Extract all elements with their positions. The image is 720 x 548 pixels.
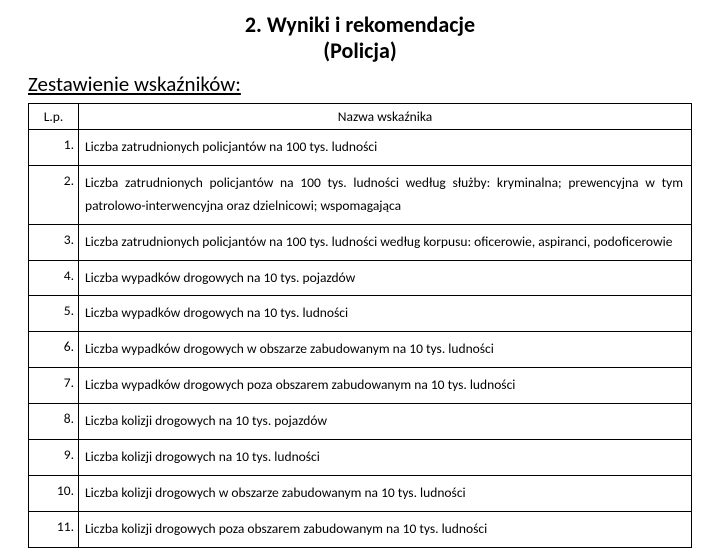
cell-indicator-name: Liczba kolizji drogowych na 10 tys. ludn…: [79, 440, 692, 476]
table-row: 9.Liczba kolizji drogowych na 10 tys. lu…: [29, 440, 692, 476]
table-row: 2.Liczba zatrudnionych policjantów na 10…: [29, 165, 692, 224]
table-row: 1.Liczba zatrudnionych policjantów na 10…: [29, 129, 692, 165]
cell-lp: 8.: [29, 404, 79, 440]
cell-indicator-name: Liczba wypadków drogowych poza obszarem …: [79, 368, 692, 404]
cell-lp: 5.: [29, 296, 79, 332]
cell-indicator-name: Liczba wypadków drogowych na 10 tys. lud…: [79, 296, 692, 332]
heading-line-2: (Policja): [28, 38, 692, 64]
heading-line-1: 2. Wyniki i rekomendacje: [28, 12, 692, 38]
cell-indicator-name: Liczba zatrudnionych policjantów na 100 …: [79, 165, 692, 224]
table-row: 4.Liczba wypadków drogowych na 10 tys. p…: [29, 260, 692, 296]
cell-lp: 9.: [29, 440, 79, 476]
cell-indicator-name: Liczba wypadków drogowych na 10 tys. poj…: [79, 260, 692, 296]
cell-indicator-name: Liczba kolizji drogowych w obszarze zabu…: [79, 476, 692, 512]
indicators-table: L.p. Nazwa wskaźnika 1.Liczba zatrudnion…: [28, 103, 692, 548]
cell-lp: 2.: [29, 165, 79, 224]
cell-indicator-name: Liczba wypadków drogowych w obszarze zab…: [79, 332, 692, 368]
cell-lp: 10.: [29, 476, 79, 512]
table-header-row: L.p. Nazwa wskaźnika: [29, 103, 692, 129]
table-row: 10.Liczba kolizji drogowych w obszarze z…: [29, 476, 692, 512]
cell-lp: 11.: [29, 512, 79, 548]
cell-lp: 6.: [29, 332, 79, 368]
cell-indicator-name: Liczba zatrudnionych policjantów na 100 …: [79, 129, 692, 165]
table-row: 3.Liczba zatrudnionych policjantów na 10…: [29, 224, 692, 260]
subtitle: Zestawienie wskaźników:: [28, 71, 692, 97]
col-header-name: Nazwa wskaźnika: [79, 103, 692, 129]
table-row: 5.Liczba wypadków drogowych na 10 tys. l…: [29, 296, 692, 332]
cell-lp: 1.: [29, 129, 79, 165]
cell-lp: 4.: [29, 260, 79, 296]
cell-indicator-name: Liczba kolizji drogowych na 10 tys. poja…: [79, 404, 692, 440]
table-row: 7.Liczba wypadków drogowych poza obszare…: [29, 368, 692, 404]
table-row: 8.Liczba kolizji drogowych na 10 tys. po…: [29, 404, 692, 440]
cell-indicator-name: Liczba zatrudnionych policjantów na 100 …: [79, 224, 692, 260]
section-heading: 2. Wyniki i rekomendacje (Policja): [28, 12, 692, 65]
cell-lp: 7.: [29, 368, 79, 404]
table-row: 6.Liczba wypadków drogowych w obszarze z…: [29, 332, 692, 368]
cell-lp: 3.: [29, 224, 79, 260]
col-header-lp: L.p.: [29, 103, 79, 129]
table-row: 11.Liczba kolizji drogowych poza obszare…: [29, 512, 692, 548]
cell-indicator-name: Liczba kolizji drogowych poza obszarem z…: [79, 512, 692, 548]
